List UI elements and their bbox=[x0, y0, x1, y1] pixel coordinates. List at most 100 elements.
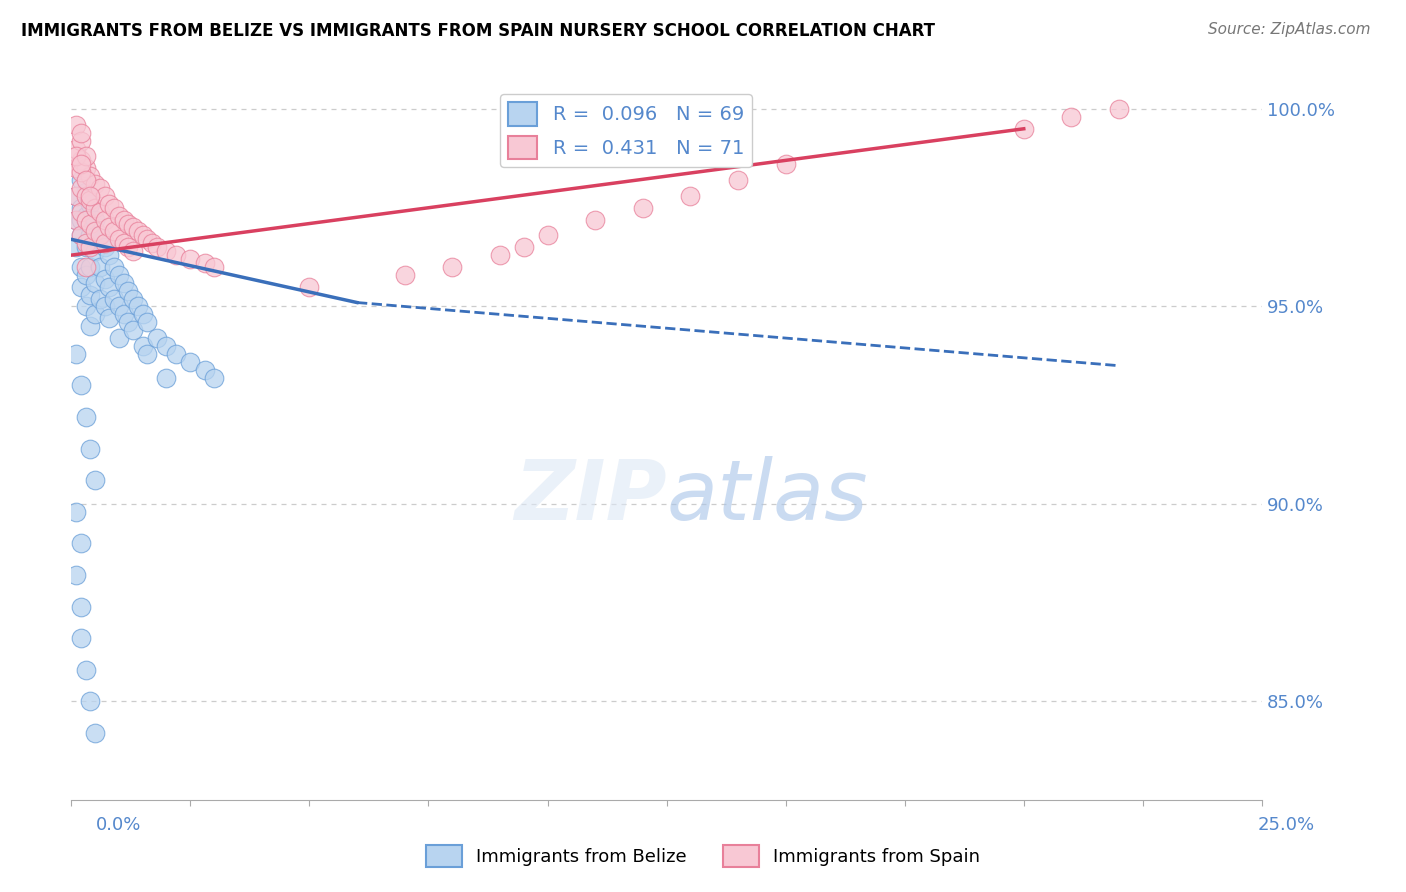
Point bbox=[75, 410, 97, 425]
Point bbox=[84, 224, 107, 238]
Point bbox=[69, 153, 91, 168]
Point bbox=[69, 631, 91, 645]
Text: 25.0%: 25.0% bbox=[1257, 816, 1315, 834]
Point bbox=[69, 165, 91, 179]
Point bbox=[136, 315, 159, 329]
Point bbox=[65, 212, 87, 227]
Point bbox=[65, 142, 87, 156]
Point bbox=[69, 260, 91, 274]
Point bbox=[75, 212, 97, 227]
Text: Source: ZipAtlas.com: Source: ZipAtlas.com bbox=[1208, 22, 1371, 37]
Point bbox=[75, 240, 97, 254]
Point bbox=[75, 209, 97, 223]
Point bbox=[75, 212, 97, 227]
Point bbox=[84, 276, 107, 290]
Point bbox=[394, 268, 416, 282]
Point bbox=[117, 284, 139, 298]
Point bbox=[1108, 102, 1130, 116]
Point bbox=[79, 217, 101, 231]
Point bbox=[69, 173, 91, 187]
Point bbox=[136, 232, 159, 246]
Point bbox=[179, 355, 201, 369]
Point bbox=[155, 339, 177, 353]
Point bbox=[65, 505, 87, 519]
Point bbox=[441, 260, 464, 274]
Point bbox=[79, 694, 101, 708]
Point bbox=[194, 362, 217, 376]
Point bbox=[136, 347, 159, 361]
Text: atlas: atlas bbox=[666, 456, 868, 537]
Point bbox=[146, 331, 169, 345]
Point bbox=[69, 212, 91, 227]
Point bbox=[69, 228, 91, 243]
Point bbox=[202, 260, 225, 274]
Point bbox=[79, 228, 101, 243]
Point bbox=[512, 240, 534, 254]
Point bbox=[69, 201, 91, 215]
Text: 0.0%: 0.0% bbox=[96, 816, 141, 834]
Point bbox=[103, 292, 125, 306]
Point bbox=[69, 378, 91, 392]
Point bbox=[93, 212, 115, 227]
Point bbox=[89, 292, 111, 306]
Point bbox=[179, 252, 201, 266]
Point bbox=[65, 212, 87, 227]
Point bbox=[131, 339, 153, 353]
Point bbox=[69, 181, 91, 195]
Point bbox=[75, 260, 97, 274]
Point bbox=[65, 161, 87, 176]
Point bbox=[69, 536, 91, 550]
Point bbox=[775, 157, 797, 171]
Point bbox=[98, 279, 121, 293]
Point bbox=[65, 347, 87, 361]
Point bbox=[65, 240, 87, 254]
Point bbox=[75, 185, 97, 199]
Point bbox=[69, 279, 91, 293]
Point bbox=[65, 118, 87, 132]
Point bbox=[117, 240, 139, 254]
Point bbox=[79, 193, 101, 207]
Point bbox=[84, 726, 107, 740]
Point bbox=[69, 599, 91, 614]
Point bbox=[141, 236, 163, 251]
Point bbox=[65, 189, 87, 203]
Point bbox=[75, 300, 97, 314]
Point bbox=[84, 177, 107, 191]
Point bbox=[75, 149, 97, 163]
Point bbox=[69, 126, 91, 140]
Point bbox=[84, 201, 107, 215]
Point bbox=[75, 663, 97, 677]
Point bbox=[79, 169, 101, 183]
Point bbox=[75, 268, 97, 282]
Point bbox=[65, 568, 87, 582]
Point bbox=[93, 189, 115, 203]
Point bbox=[79, 287, 101, 301]
Point bbox=[108, 268, 131, 282]
Point bbox=[89, 181, 111, 195]
Point bbox=[122, 323, 145, 337]
Point bbox=[65, 189, 87, 203]
Point bbox=[127, 224, 149, 238]
Point bbox=[89, 228, 111, 243]
Point bbox=[727, 173, 749, 187]
Point bbox=[93, 236, 115, 251]
Point bbox=[65, 149, 87, 163]
Point bbox=[1012, 121, 1035, 136]
Point bbox=[89, 228, 111, 243]
Point bbox=[108, 300, 131, 314]
Point bbox=[84, 473, 107, 487]
Point bbox=[108, 331, 131, 345]
Point bbox=[536, 228, 558, 243]
Point bbox=[489, 248, 512, 262]
Point bbox=[69, 204, 91, 219]
Point bbox=[79, 240, 101, 254]
Point bbox=[69, 228, 91, 243]
Text: IMMIGRANTS FROM BELIZE VS IMMIGRANTS FROM SPAIN NURSERY SCHOOL CORRELATION CHART: IMMIGRANTS FROM BELIZE VS IMMIGRANTS FRO… bbox=[21, 22, 935, 40]
Point bbox=[79, 319, 101, 334]
Point bbox=[103, 224, 125, 238]
Point bbox=[79, 260, 101, 274]
Point bbox=[103, 260, 125, 274]
Point bbox=[93, 300, 115, 314]
Point bbox=[103, 201, 125, 215]
Point bbox=[84, 244, 107, 259]
